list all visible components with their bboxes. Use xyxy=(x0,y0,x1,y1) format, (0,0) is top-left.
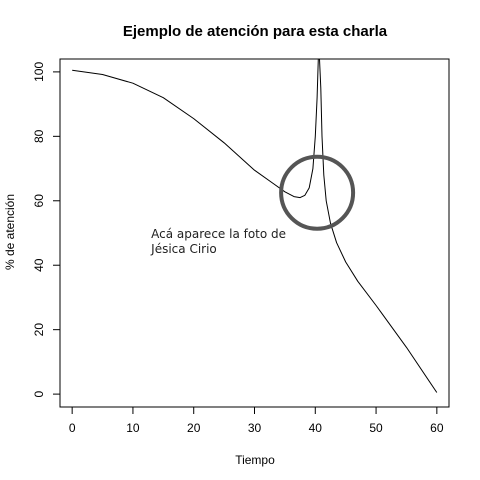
x-tick-label: 20 xyxy=(187,421,201,435)
x-axis: 0 10 20 30 40 50 60 xyxy=(69,406,444,435)
series-layer xyxy=(72,59,438,393)
y-tick-label: 80 xyxy=(32,129,46,143)
y-tick-label: 100 xyxy=(32,62,46,82)
y-tick-label: 40 xyxy=(32,258,46,272)
y-axis: 0 20 40 60 80 100 xyxy=(32,62,61,397)
x-tick-label: 40 xyxy=(309,421,323,435)
chart-title: Ejemplo de atención para esta charla xyxy=(123,23,388,40)
annotation-layer: Acá aparece la foto de Jésica Cirio xyxy=(150,154,356,256)
y-axis-label: % de atención xyxy=(3,194,17,270)
x-tick-label: 0 xyxy=(69,421,76,435)
y-tick-label: 60 xyxy=(32,194,46,208)
x-tick-label: 60 xyxy=(430,421,444,435)
x-tick-label: 10 xyxy=(126,421,140,435)
attention-curve xyxy=(72,59,438,393)
annotation-text: Acá aparece la foto de Jésica Cirio xyxy=(150,227,286,256)
highlight-circle xyxy=(279,154,356,231)
x-tick-label: 50 xyxy=(369,421,383,435)
y-tick-label: 20 xyxy=(32,323,46,337)
y-tick-label: 0 xyxy=(32,390,46,397)
annotation-line: Acá aparece la foto de xyxy=(151,227,286,241)
x-axis-label: Tiempo xyxy=(235,453,275,467)
annotation-line: Jésica Cirio xyxy=(150,242,217,256)
x-tick-label: 30 xyxy=(248,421,262,435)
